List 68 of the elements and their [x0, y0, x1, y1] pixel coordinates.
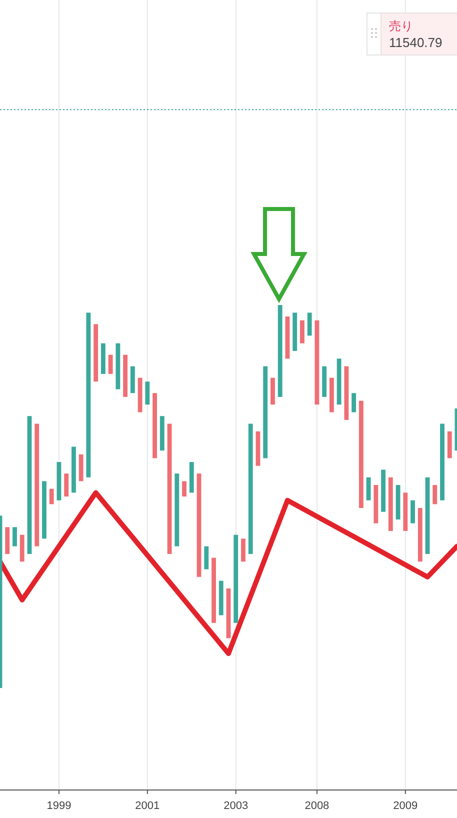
candlestick [189, 462, 194, 493]
candlestick [344, 366, 349, 420]
candlestick [218, 580, 224, 616]
candlestick [86, 312, 91, 478]
candlestick [366, 477, 371, 500]
candlestick [108, 354, 113, 374]
candlestick [42, 481, 46, 539]
candlestick [418, 508, 422, 562]
candlestick [285, 316, 290, 359]
candlestick [381, 470, 386, 512]
candlestick [241, 538, 246, 562]
candlestick [425, 477, 430, 554]
candlestick [396, 485, 400, 520]
candlestick [440, 424, 444, 500]
x-tick-label: 2008 [304, 800, 330, 812]
candlestick [20, 534, 24, 562]
x-tick-label: 1999 [46, 800, 72, 812]
text: 11540.79 [389, 35, 442, 50]
candlestick [27, 416, 32, 554]
candlestick [270, 378, 275, 405]
candlestick [352, 393, 356, 412]
candlestick [410, 500, 415, 524]
candlestick [152, 393, 157, 458]
candlestick [263, 366, 268, 458]
candlestick [182, 481, 186, 496]
candlestick [432, 485, 438, 504]
candlestick [78, 454, 84, 482]
candlestick [248, 424, 253, 554]
candlestick [64, 474, 69, 496]
candlestick [212, 558, 216, 623]
text: 売り [389, 19, 413, 33]
candlestick [123, 354, 128, 397]
candlestick [329, 378, 334, 412]
x-tick-label: 2001 [135, 800, 160, 812]
candlestick [278, 305, 282, 397]
candlestick [56, 462, 62, 500]
candlestick [138, 378, 142, 412]
candlestick [322, 366, 327, 397]
candlestick [145, 382, 150, 405]
candlestick [160, 416, 164, 451]
candlestick [34, 424, 40, 546]
candlestick [94, 324, 98, 382]
candlestick [204, 546, 209, 570]
candlestick [234, 534, 238, 623]
candlestick [374, 485, 378, 524]
candlestick [167, 424, 172, 554]
candlestick [447, 431, 452, 458]
candlestick [116, 343, 120, 390]
candlestick [130, 366, 135, 394]
candlestick [403, 492, 408, 531]
candlestick [358, 400, 364, 508]
x-tick-label: 2009 [393, 800, 418, 812]
candlestick [49, 488, 54, 504]
candlestick [100, 343, 106, 374]
candlestick [388, 477, 393, 531]
x-tick-label: 2003 [224, 800, 248, 812]
candlestick [292, 312, 298, 351]
candlestick [5, 527, 10, 554]
candlestick [336, 358, 342, 405]
candlestick [72, 446, 76, 493]
candlestick [174, 474, 180, 546]
candlestick [196, 474, 202, 577]
candlestick [300, 320, 304, 344]
candlestick [256, 431, 260, 466]
candlestick [314, 320, 320, 405]
candlestick [226, 588, 231, 638]
candlestick [307, 312, 312, 336]
candlestick [12, 527, 17, 546]
